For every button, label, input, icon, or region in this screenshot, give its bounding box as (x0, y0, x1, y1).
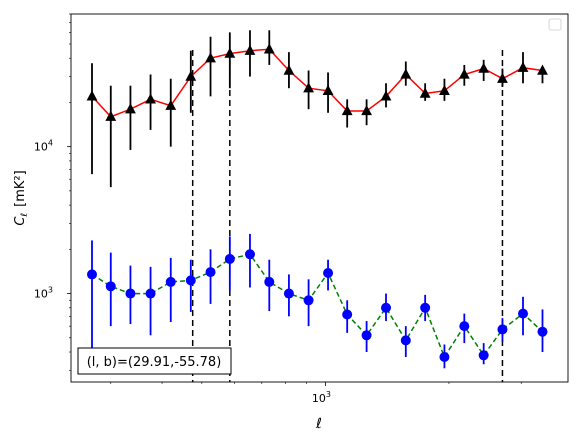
data-point-circle (244, 249, 255, 260)
data-point-triangle (537, 64, 548, 75)
data-point-circle (105, 281, 116, 292)
data-point-circle (361, 330, 372, 341)
data-point-triangle (125, 103, 136, 114)
data-point-triangle (224, 47, 236, 58)
data-point-triangle (105, 110, 117, 121)
data-point-circle (224, 253, 235, 264)
data-point-circle (439, 351, 450, 362)
y-axis-label-main: C (13, 216, 28, 226)
annotation: (l, b)=(29.91,-55.78) (77, 347, 232, 375)
y-tick-label: 104 (34, 139, 53, 154)
data-point-triangle (380, 90, 392, 101)
data-point-triangle (165, 99, 177, 110)
data-point-triangle (205, 52, 216, 63)
data-point-triangle (185, 70, 197, 81)
data-point-circle (283, 288, 294, 299)
series-1 (86, 30, 548, 188)
y-axis-label-sub: ℓ (20, 213, 30, 218)
data-point-circle (518, 308, 529, 319)
data-point-circle (323, 268, 334, 279)
data-point-circle (264, 276, 275, 287)
series-2 (86, 233, 548, 369)
series-layer (86, 30, 548, 369)
axis-layer: 103 103 104 (34, 13, 522, 405)
plot-background (71, 14, 568, 382)
data-point-triangle (439, 84, 450, 96)
annotation-text: (l, b)=(29.91,-55.78) (87, 355, 222, 370)
data-point-circle (381, 302, 392, 313)
data-point-triangle (341, 104, 353, 116)
data-point-triangle (419, 87, 431, 98)
x-tick-label: 103 (312, 390, 331, 405)
data-point-circle (125, 288, 136, 299)
data-point-circle (342, 309, 353, 320)
x-axis-label: ℓ (315, 416, 322, 432)
data-point-triangle (517, 61, 529, 72)
data-point-circle (478, 350, 489, 361)
data-point-circle (497, 324, 508, 335)
data-point-triangle (86, 90, 98, 101)
series-line (91, 48, 543, 118)
data-point-circle (86, 269, 97, 280)
data-point-triangle (322, 84, 334, 96)
data-point-circle (303, 295, 314, 306)
plot-frame (70, 13, 569, 383)
data-point-triangle (361, 104, 372, 116)
annotation-box (77, 347, 232, 375)
data-point-circle (145, 288, 156, 299)
data-point-circle (537, 326, 548, 337)
data-point-triangle (263, 43, 275, 54)
data-point-triangle (478, 62, 490, 73)
data-point-triangle (400, 68, 412, 79)
data-point-triangle (244, 44, 256, 55)
y-axis-label: Cℓ [mK²] (13, 170, 30, 225)
data-point-triangle (497, 72, 508, 83)
data-point-circle (420, 302, 431, 313)
data-point-circle (185, 275, 196, 286)
data-point-triangle (303, 82, 314, 93)
data-point-triangle (145, 93, 156, 104)
data-point-triangle (458, 68, 470, 79)
data-point-circle (165, 276, 176, 287)
data-point-circle (205, 267, 216, 278)
legend-box (548, 18, 562, 31)
data-point-circle (400, 335, 411, 346)
y-axis-label-text: Cℓ [mK²] (13, 170, 30, 225)
y-axis-label-unit: [mK²] (13, 170, 28, 207)
data-point-circle (459, 321, 470, 332)
vline-layer (191, 50, 504, 382)
y-tick-label: 103 (34, 286, 53, 301)
data-point-triangle (283, 64, 295, 75)
